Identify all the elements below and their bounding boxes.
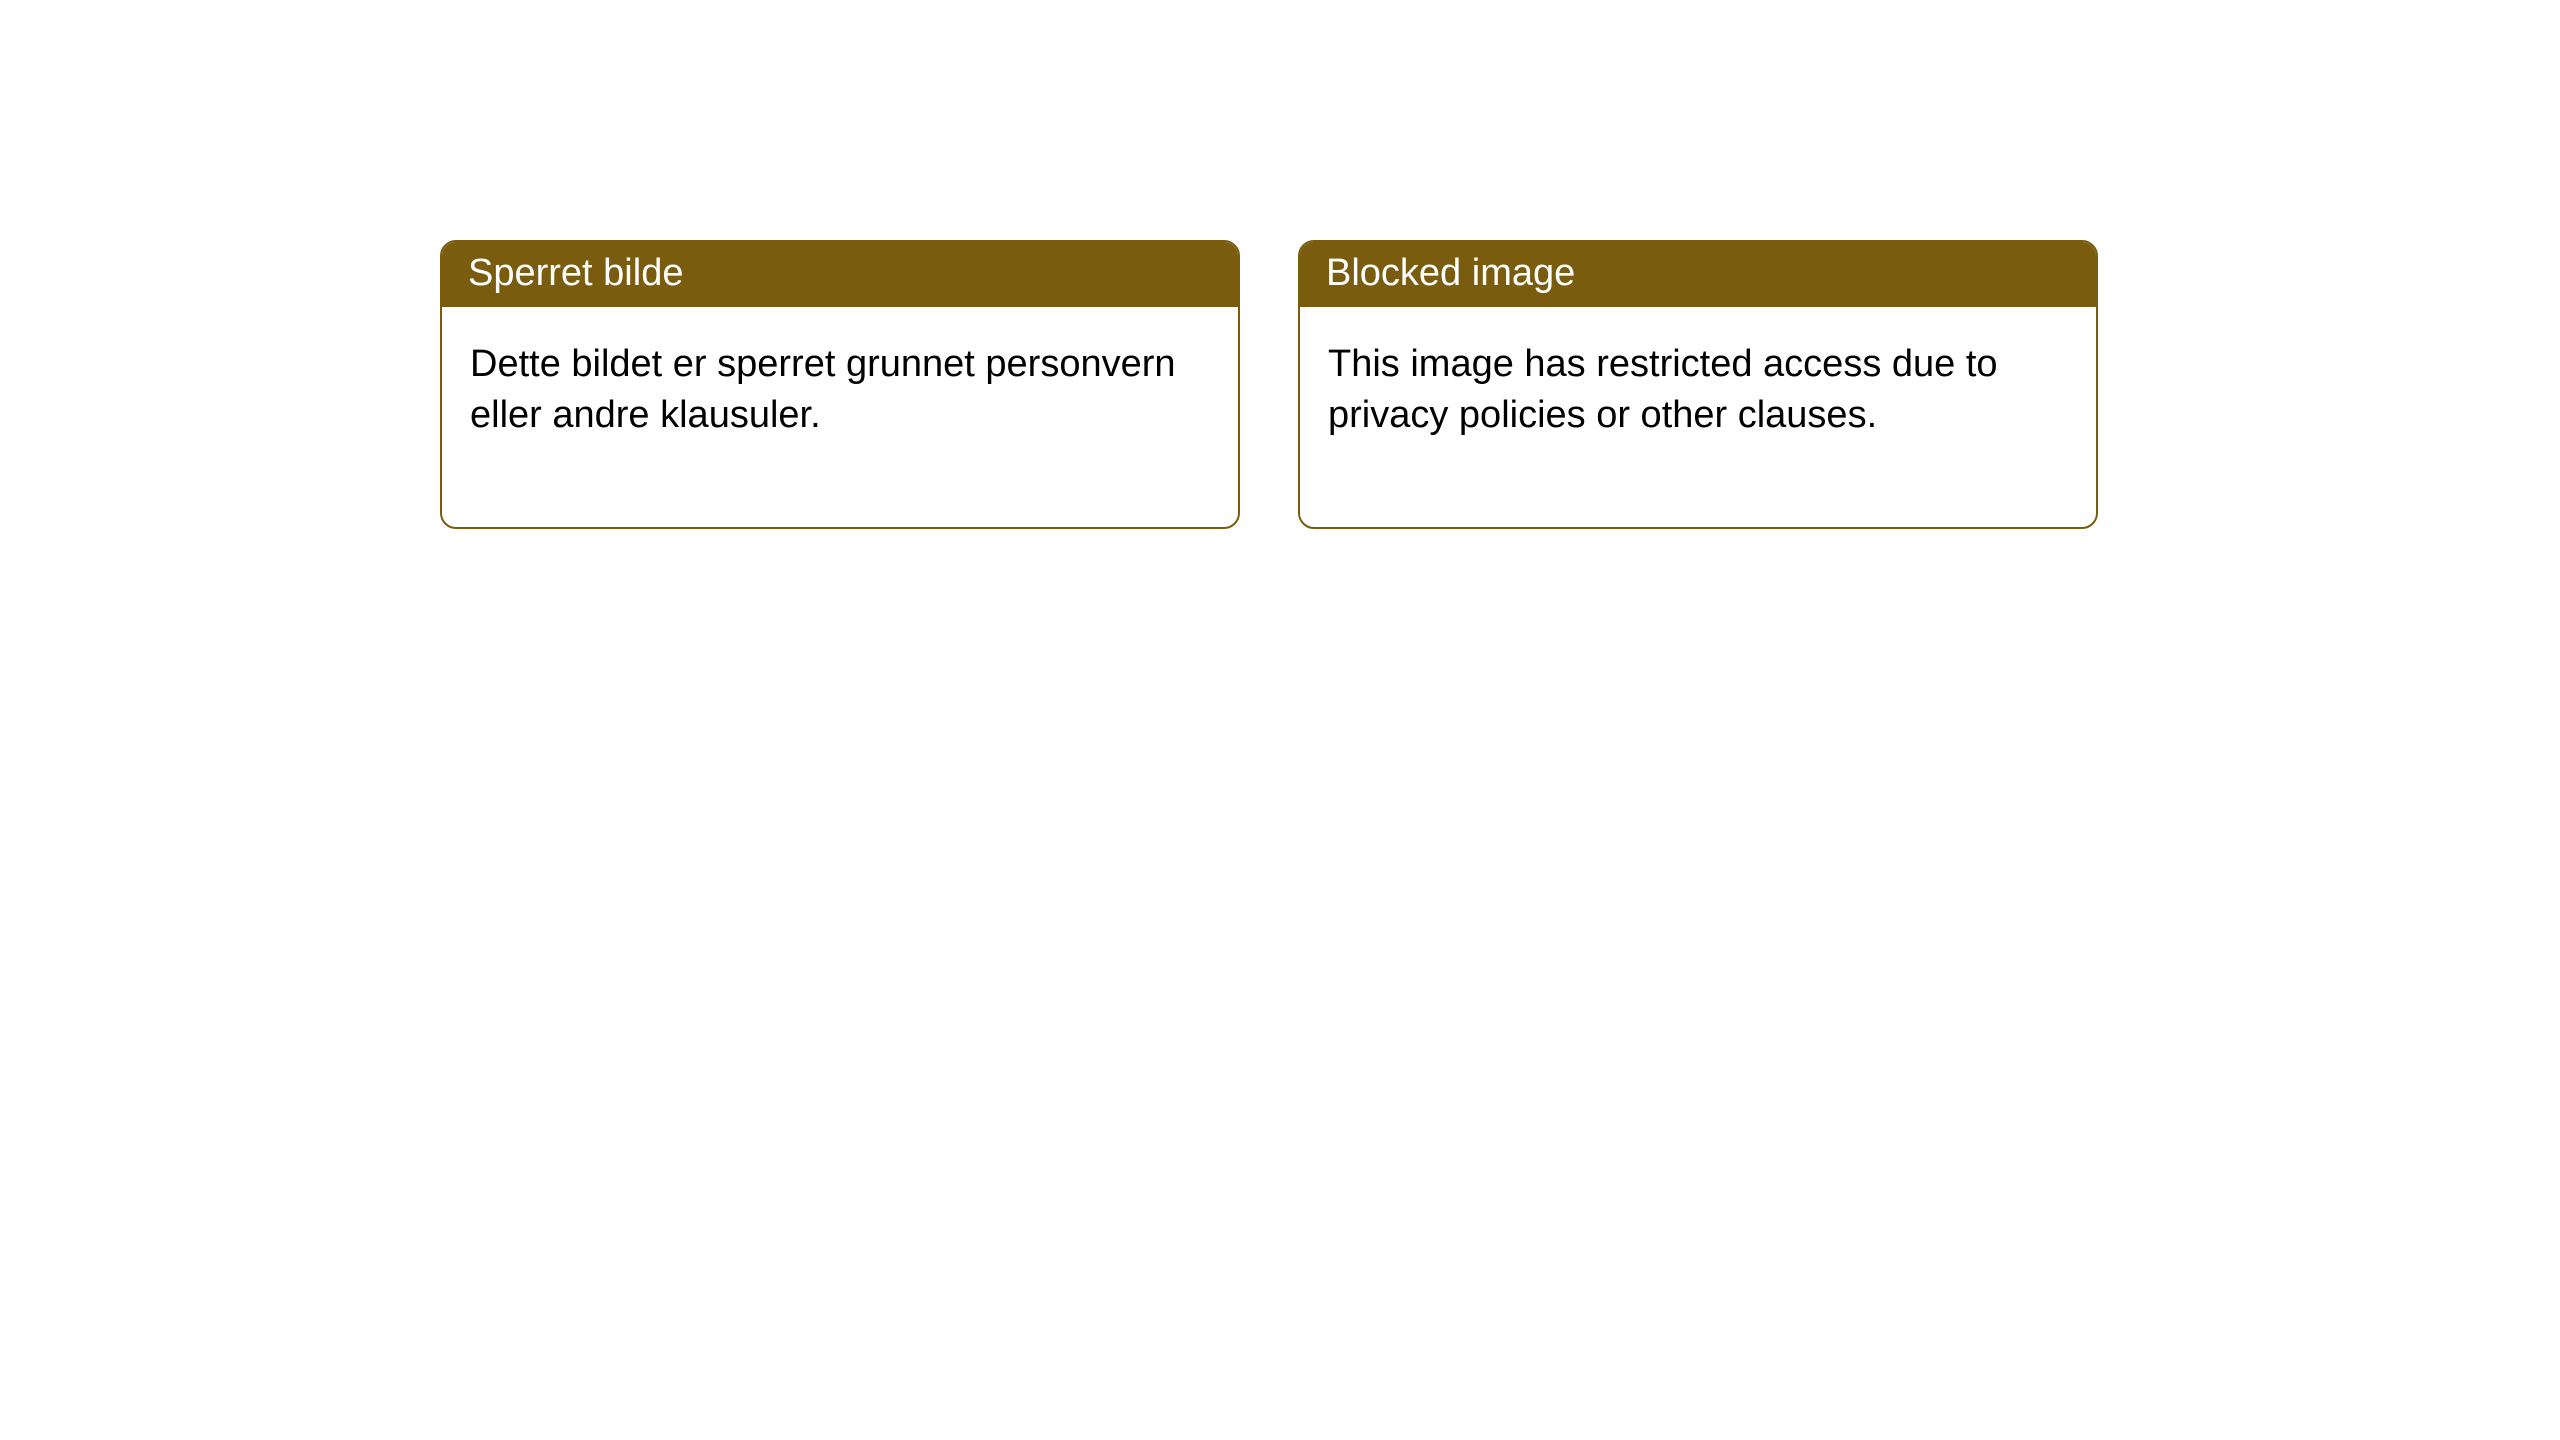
notice-title-norwegian: Sperret bilde: [442, 242, 1238, 307]
notice-body-norwegian: Dette bildet er sperret grunnet personve…: [442, 307, 1238, 527]
notice-container: Sperret bilde Dette bildet er sperret gr…: [440, 240, 2098, 529]
notice-card-norwegian: Sperret bilde Dette bildet er sperret gr…: [440, 240, 1240, 529]
notice-body-english: This image has restricted access due to …: [1300, 307, 2096, 527]
notice-card-english: Blocked image This image has restricted …: [1298, 240, 2098, 529]
notice-title-english: Blocked image: [1300, 242, 2096, 307]
